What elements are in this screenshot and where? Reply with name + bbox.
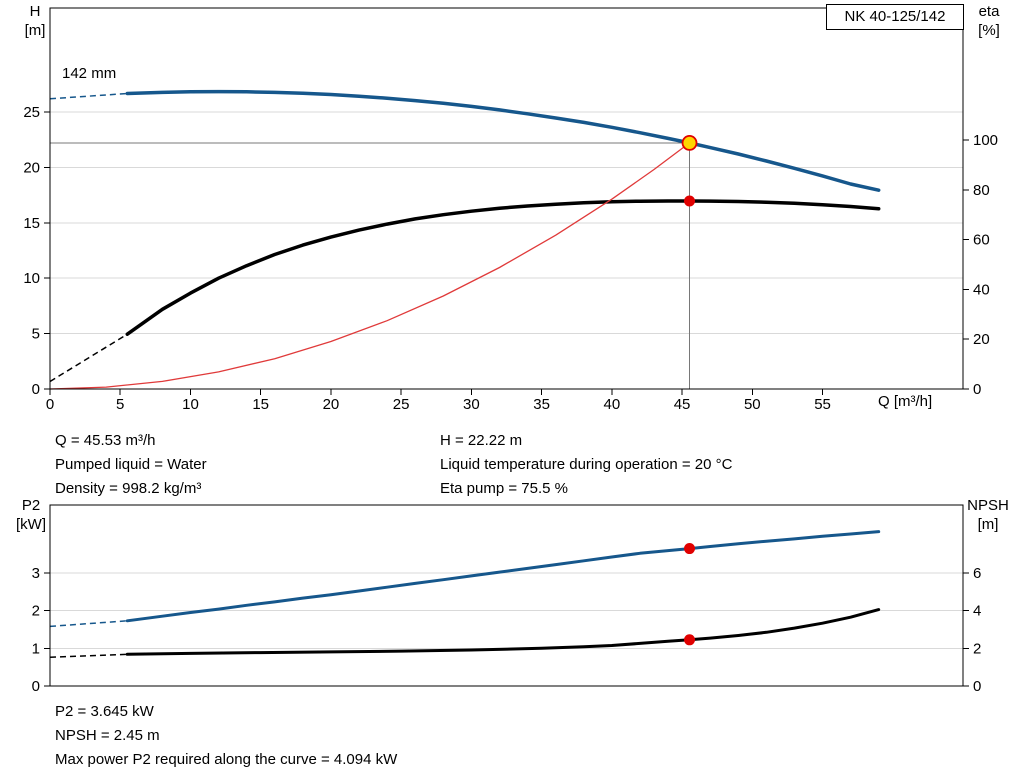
p2-axis-label: P2 — [21, 497, 41, 514]
duty-info-left: Q = 45.53 m³/h Pumped liquid = Water Den… — [55, 429, 207, 501]
y-left-tick-label: 20 — [23, 159, 40, 176]
y-right-tick-label: 20 — [973, 331, 990, 348]
y-right-tick-label: 0 — [973, 381, 981, 398]
p2-axis-unit: [kW] — [16, 516, 46, 533]
y-left-tick-label: 1 — [32, 640, 40, 657]
eta-axis-label: eta — [978, 3, 1000, 20]
x-tick-label: 50 — [744, 396, 761, 413]
info-pumped-liquid: Pumped liquid = Water — [55, 456, 207, 473]
efficiency-curve-extrapolated — [49, 333, 128, 383]
x-tick-label: 25 — [393, 396, 410, 413]
duty-p2-marker — [684, 543, 696, 555]
y-right-tick-label: 80 — [973, 182, 990, 199]
y-left-tick-label: 15 — [23, 215, 40, 232]
info-liquid-temperature: Liquid temperature during operation = 20… — [440, 456, 733, 473]
duty-point-marker — [681, 135, 698, 151]
head-curve-extrapolated — [49, 92, 128, 100]
system-curve — [49, 142, 691, 390]
info-flow: Q = 45.53 m³/h — [55, 432, 156, 449]
x-tick-label: 0 — [46, 396, 54, 413]
npsh-axis-unit: [m] — [977, 516, 999, 533]
p2-curve-extrapolated — [49, 620, 128, 628]
y-right-tick-label: 40 — [973, 281, 990, 298]
y-right-tick-label: 4 — [973, 603, 981, 620]
impeller-diameter-label: 142 mm — [62, 65, 117, 82]
y-right-tick-label: 60 — [973, 232, 990, 249]
x-tick-label: 30 — [463, 396, 480, 413]
y-right-tick-label: 2 — [973, 640, 981, 657]
pump-model-badge: NK 40-125/142 — [826, 4, 964, 30]
y-left-tick-label: 5 — [32, 326, 40, 343]
h-axis-title: H [m] — [18, 2, 52, 40]
x-tick-label: 35 — [533, 396, 550, 413]
y-left-tick-label: 2 — [32, 603, 40, 620]
info-max-power: Max power P2 required along the curve = … — [55, 751, 398, 768]
duty-eta-marker — [684, 195, 696, 207]
duty-info-right: H = 22.22 m Liquid temperature during op… — [440, 429, 732, 501]
y-left-tick-label: 0 — [32, 678, 40, 695]
x-tick-label: 55 — [814, 396, 831, 413]
head-curve — [125, 89, 881, 192]
h-axis-unit: [m] — [24, 22, 46, 39]
eta-axis-title: eta [%] — [968, 2, 1010, 40]
x-tick-label: 15 — [252, 396, 269, 413]
power-info-block: P2 = 3.645 kW NPSH = 2.45 m Max power P2… — [55, 700, 397, 772]
info-eta-pump: Eta pump = 75.5 % — [440, 480, 568, 497]
info-head: H = 22.22 m — [440, 432, 523, 449]
y-left-tick-label: 10 — [23, 270, 40, 287]
y-right-tick-label: 6 — [973, 565, 981, 582]
x-tick-label: 45 — [674, 396, 691, 413]
x-tick-label: 5 — [116, 396, 124, 413]
info-density: Density = 998.2 kg/m³ — [55, 480, 202, 497]
x-tick-label: 10 — [182, 396, 199, 413]
y-left-tick-label: 0 — [32, 381, 40, 398]
y-left-tick-label: 25 — [23, 104, 40, 121]
npsh-curve — [125, 608, 881, 656]
p2-axis-title: P2 [kW] — [10, 496, 52, 534]
npsh-curve-extrapolated — [49, 653, 128, 658]
q-axis-title: Q [m³/h] — [878, 393, 933, 410]
plot-frame — [49, 504, 964, 687]
y-left-tick-label: 3 — [32, 565, 40, 582]
duty-npsh-marker — [684, 634, 696, 646]
h-axis-label: H — [29, 3, 41, 20]
npsh-axis-title: NPSH [m] — [962, 496, 1014, 534]
eta-axis-unit: [%] — [978, 22, 1000, 39]
y-right-tick-label: 0 — [973, 678, 981, 695]
info-npsh: NPSH = 2.45 m — [55, 727, 160, 744]
p2-curve — [125, 530, 881, 623]
plot-frame — [49, 7, 964, 390]
x-tick-label: 40 — [604, 396, 621, 413]
info-p2: P2 = 3.645 kW — [55, 703, 154, 720]
npsh-axis-label: NPSH — [967, 497, 1009, 514]
efficiency-curve — [125, 199, 881, 336]
y-right-tick-label: 100 — [973, 132, 998, 149]
x-tick-label: 20 — [323, 396, 340, 413]
